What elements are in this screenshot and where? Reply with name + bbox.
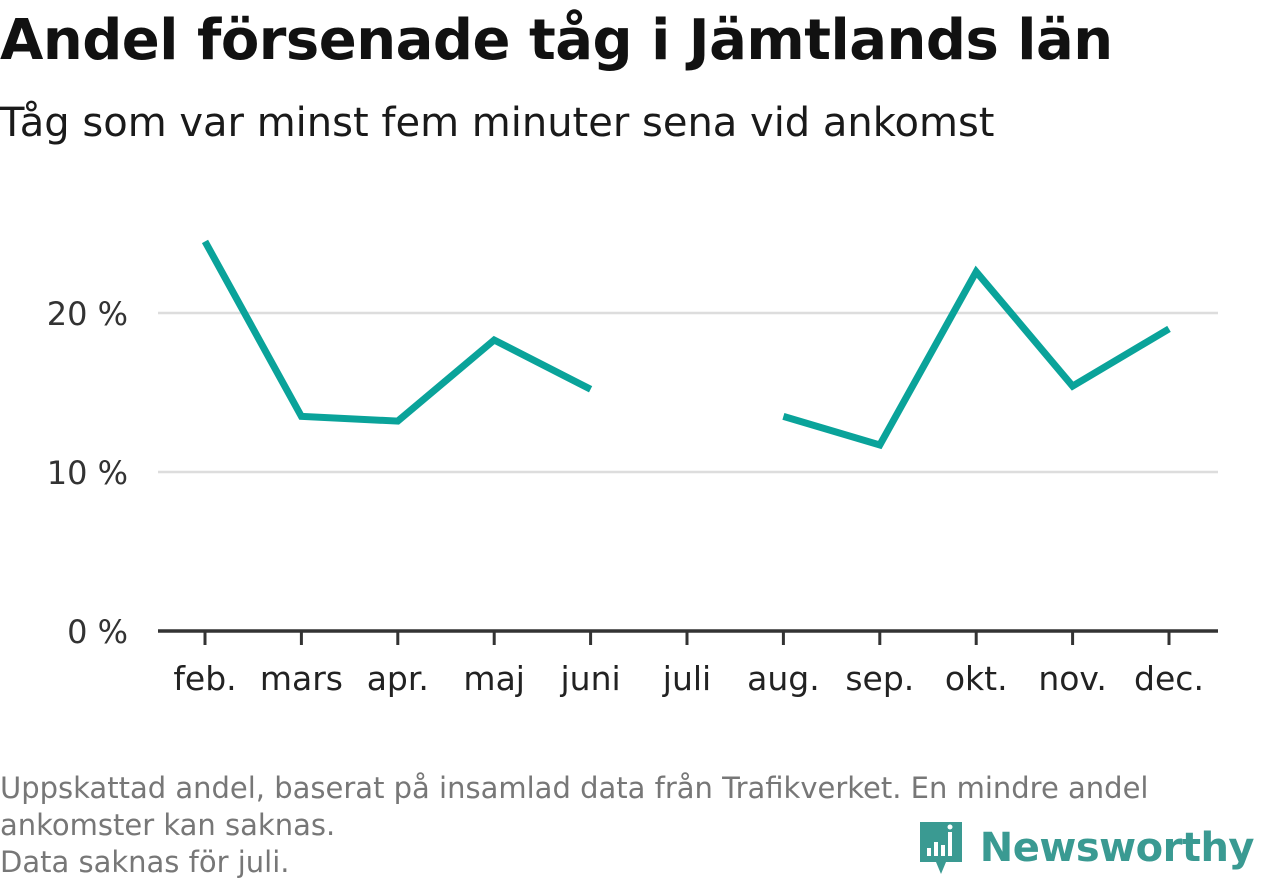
series-line-segment-2 <box>783 272 1169 445</box>
x-tick-label: sep. <box>845 659 914 698</box>
y-tick-label: 0 % <box>67 613 128 651</box>
x-tick-label: mars <box>260 659 343 698</box>
series-line-segment-1 <box>205 241 591 421</box>
brand-name: Newsworthy <box>980 825 1254 871</box>
x-tick-label: aug. <box>747 659 820 698</box>
x-tick-label: feb. <box>173 659 236 698</box>
x-tick-label: nov. <box>1038 659 1107 698</box>
x-tick-label: dec. <box>1134 659 1204 698</box>
x-tick-label: okt. <box>945 659 1008 698</box>
x-tick-label: juni <box>560 659 621 698</box>
brand-logo: Newsworthy <box>916 818 1254 878</box>
y-tick-label: 10 % <box>47 454 128 492</box>
series-lines <box>205 241 1169 445</box>
x-tick-label: apr. <box>367 659 429 698</box>
newsworthy-logo-icon <box>916 818 966 878</box>
x-tick-label: juli <box>662 659 711 698</box>
x-tick-label: maj <box>463 659 525 698</box>
y-axis-ticks: 0 % 10 % 20 % <box>47 295 128 651</box>
y-tick-label: 20 % <box>47 295 128 333</box>
grid-lines <box>158 313 1218 472</box>
